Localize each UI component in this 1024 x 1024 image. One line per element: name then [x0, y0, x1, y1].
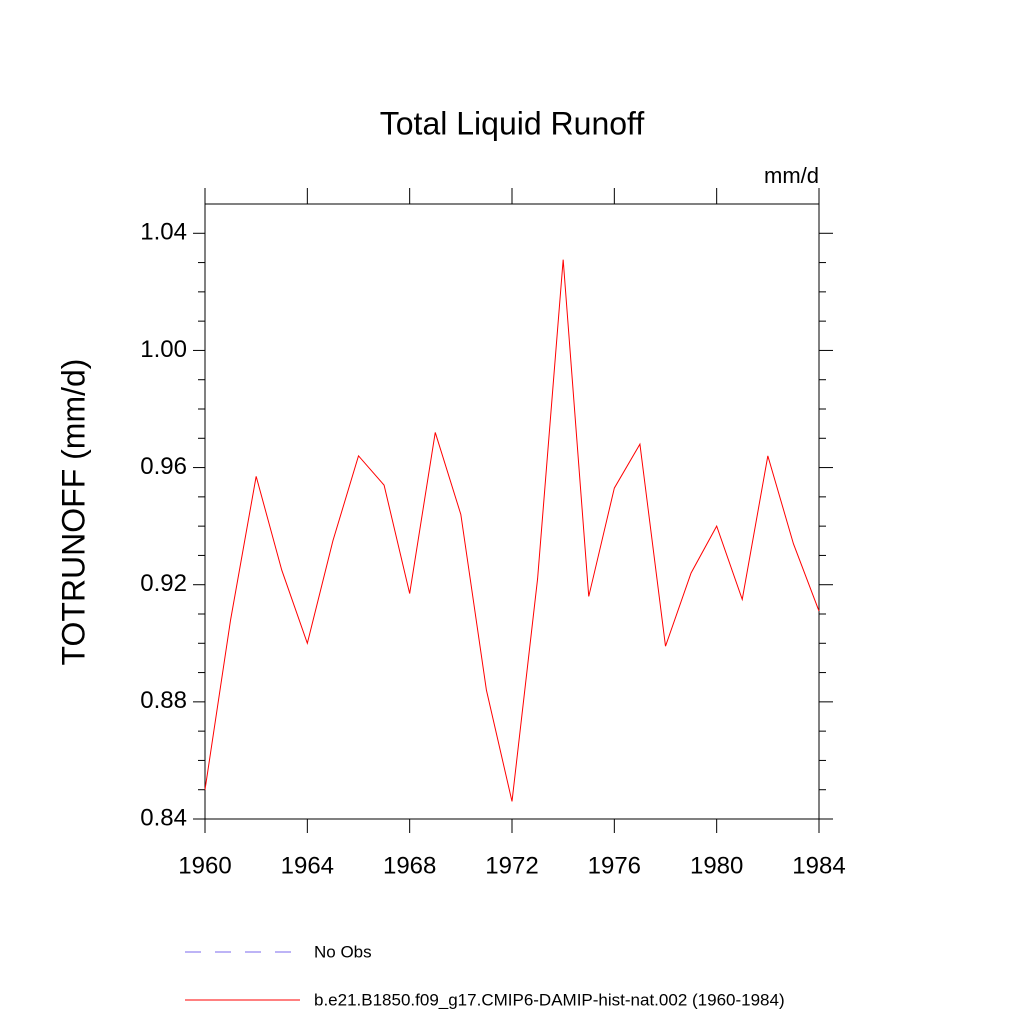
- units-label: mm/d: [764, 163, 819, 188]
- y-tick-label: 0.88: [140, 687, 187, 714]
- plot-frame: [204, 203, 820, 820]
- x-tick-label: 1964: [281, 852, 334, 879]
- y-tick-label: 0.92: [140, 570, 187, 597]
- legend-label: b.e21.B1850.f09_g17.CMIP6-DAMIP-hist-nat…: [314, 990, 785, 1009]
- x-tick-label: 1976: [588, 852, 641, 879]
- x-tick-label: 1972: [485, 852, 538, 879]
- x-tick-label: 1968: [383, 852, 436, 879]
- y-tick-label: 0.96: [140, 453, 187, 480]
- y-axis-label: TOTRUNOFF (mm/d): [55, 359, 91, 666]
- x-tick-label: 1980: [690, 852, 743, 879]
- y-tick-label: 1.04: [140, 219, 187, 246]
- x-tick-label: 1984: [792, 852, 845, 879]
- data-line: [204, 259, 820, 802]
- x-tick-label: 1960: [178, 852, 231, 879]
- chart-title: Total Liquid Runoff: [380, 105, 645, 141]
- y-tick-label: 0.84: [140, 804, 187, 831]
- y-tick-label: 1.00: [140, 336, 187, 363]
- legend-label: No Obs: [314, 942, 372, 961]
